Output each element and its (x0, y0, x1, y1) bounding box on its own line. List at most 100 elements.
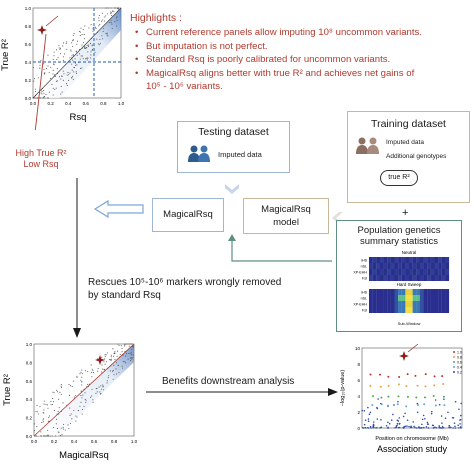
heatmap-cell (430, 295, 435, 301)
heatmap-cell (430, 263, 435, 269)
scatter-point (69, 422, 71, 424)
heatmap-cell (441, 257, 446, 263)
xtick-label: 0.0 (31, 439, 38, 444)
scatter-point (43, 400, 45, 402)
star-marker-icon-manhattan (399, 351, 409, 361)
manhattan-point (398, 417, 401, 419)
heatmap-cell (394, 295, 399, 301)
scatter-point (58, 398, 60, 400)
scatter-point (44, 97, 46, 99)
scatter-point (76, 376, 78, 378)
legend-swatch (453, 361, 455, 363)
scatter-point (98, 20, 100, 22)
manhattan-point (397, 395, 400, 398)
scatter-point (70, 49, 72, 51)
manhattan-point (404, 412, 406, 415)
scatter-point (103, 389, 105, 391)
manhattan-point (423, 403, 426, 406)
scatter-point (122, 367, 124, 369)
manhattan-point (440, 415, 443, 417)
scatter-point (91, 376, 93, 378)
scatter-point (81, 384, 83, 386)
heatmap-cell (427, 307, 431, 313)
scatter-point (124, 345, 126, 347)
heatmap-cell (416, 295, 421, 301)
scatter-point (113, 364, 115, 366)
magicalrsq-model-box: MagicalRsq model (243, 198, 329, 234)
manhattan-point (378, 373, 381, 376)
manhattan-point (421, 423, 423, 426)
scatter-point (110, 359, 112, 361)
heatmap-cell (423, 269, 428, 275)
manhattan-point (435, 427, 438, 429)
scatter-point (121, 365, 123, 367)
heatmap-cell (383, 289, 388, 295)
scatter-point (116, 25, 118, 27)
heatmap-cell (412, 289, 417, 295)
manhattan-point (363, 409, 366, 412)
scatter-point (57, 410, 59, 413)
xtick-label: 1.0 (131, 439, 138, 444)
manhattan-point (372, 424, 375, 427)
scatter-point (85, 47, 87, 49)
manhattan-point (390, 419, 393, 421)
heatmap-cell (394, 257, 399, 263)
manhattan-plot: 10 8 6 4 2 0 1.0 0.8 0.6 0.4 0.2 −log₁₀(p-value) … (336, 340, 474, 474)
heatmap-cell (369, 295, 373, 301)
scatter-point (50, 404, 52, 406)
manhattan-point (392, 413, 394, 416)
scatter-point (115, 368, 117, 370)
scatter-point (82, 58, 84, 60)
heatmap-cell (372, 269, 377, 275)
scatter-point (35, 90, 37, 92)
manhattan-points (361, 373, 462, 429)
scatter-point (130, 351, 132, 353)
scatter-point (113, 11, 115, 13)
scatter-point (82, 28, 84, 31)
manhattan-point (458, 427, 460, 429)
heatmap-cell (379, 275, 384, 281)
scatter-point (42, 419, 44, 421)
scatter-point (41, 421, 43, 424)
manhattan-point (371, 395, 374, 398)
heatmap-cell (379, 307, 384, 313)
scatter-point (75, 415, 77, 417)
manhattan-point (367, 427, 370, 429)
manhattan-point (371, 404, 374, 407)
scatter-point (62, 426, 64, 428)
xtick-label: 0.4 (65, 101, 72, 106)
scatter-point (88, 27, 90, 29)
manhattan-point (379, 427, 381, 429)
heatmap-cell (405, 257, 410, 263)
manhattan-point (415, 396, 418, 399)
scatter-point (110, 22, 112, 24)
scatter-point (95, 27, 97, 30)
ytick-label: 0.2 (26, 416, 33, 421)
highlights-title: Highlights : (130, 12, 182, 24)
manhattan-point (370, 427, 372, 429)
scatter-point (90, 396, 92, 398)
scatter-point (99, 23, 101, 26)
heatmap-cell (369, 289, 373, 295)
heatmap-cell (419, 263, 424, 269)
heatmap-cell (445, 289, 450, 295)
scatter-point (69, 57, 71, 59)
heatmap-cell (405, 275, 410, 281)
scatter-point (126, 343, 128, 345)
heatmap-cell (398, 257, 402, 263)
scatter-point (50, 66, 52, 68)
scatter-point (115, 17, 118, 19)
heatmap-cell (372, 307, 377, 313)
heatmap-cell (419, 269, 424, 275)
heatmap-cell (434, 269, 439, 275)
heatmap-cell (372, 295, 377, 301)
heatmap-cell (416, 263, 421, 269)
annotation-line2: Low Rsq (23, 159, 59, 169)
manhattan-point (409, 426, 412, 429)
scatter-point (79, 405, 81, 407)
scatter-point (67, 72, 69, 74)
scatter-point (98, 17, 100, 19)
scatter-point (114, 358, 116, 361)
scatter-point (70, 385, 72, 387)
scatter-point (77, 410, 79, 412)
